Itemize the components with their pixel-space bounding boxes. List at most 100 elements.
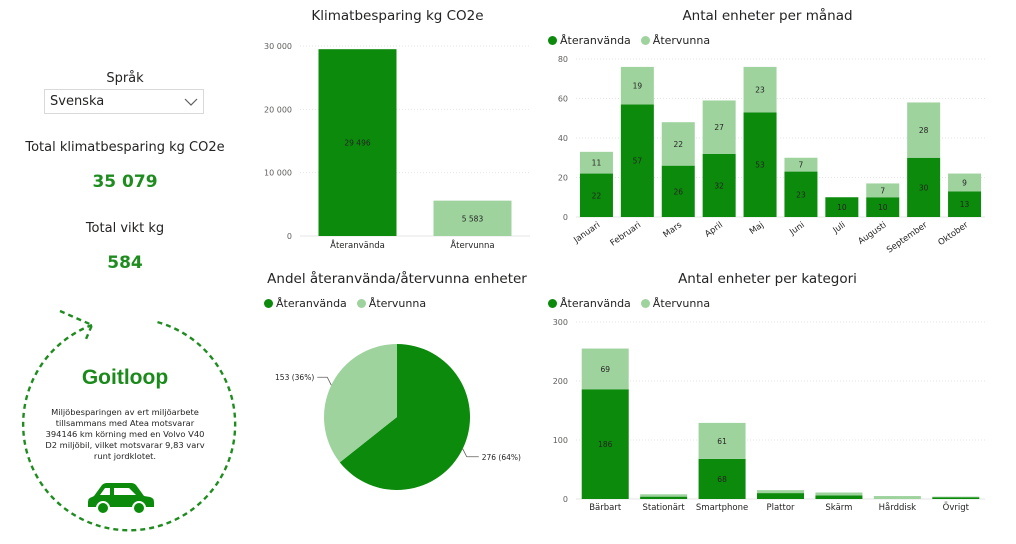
data-label: 7 bbox=[880, 186, 885, 195]
chart-manad: 0 20 40 60 80 22 11 Januari 57 19 Februari 26 22 Mars… bbox=[558, 55, 985, 255]
bar-juni-ateranvanda[interactable] bbox=[784, 171, 818, 217]
bar-stationart-atervunna[interactable] bbox=[640, 494, 688, 497]
bar-januari-ateranvanda[interactable] bbox=[579, 173, 613, 217]
chart-klimat: 0 10 000 20 000 30 000 29 496 Återanvända 5 58… bbox=[264, 42, 530, 251]
x-category-label: Återanvända bbox=[330, 239, 385, 251]
pie-leader-line bbox=[462, 448, 479, 458]
legend-dot-recycled bbox=[640, 36, 650, 45]
bar-oktober-atervunna[interactable] bbox=[948, 173, 982, 192]
data-label: 29 496 bbox=[344, 139, 370, 148]
bar-mars-atervunna[interactable] bbox=[661, 122, 695, 166]
bar-mars-ateranvanda[interactable] bbox=[661, 165, 695, 217]
bar-ateranvanda[interactable] bbox=[318, 49, 397, 236]
legend-label-reused: Återanvända bbox=[560, 34, 631, 47]
pie-data-label: 276 (64%) bbox=[482, 453, 521, 462]
data-label: 57 bbox=[633, 157, 643, 166]
y-tick-label: 40 bbox=[558, 134, 568, 143]
legend-andel: Återanvända Återvunna bbox=[264, 297, 432, 310]
legend-item-recycled[interactable]: Återvunna bbox=[640, 34, 711, 47]
y-tick-label: 200 bbox=[553, 377, 568, 386]
legend-dot-recycled bbox=[356, 299, 366, 308]
bar-maj-ateranvanda[interactable] bbox=[743, 112, 777, 217]
bar-skarm-atervunna[interactable] bbox=[815, 492, 863, 496]
bar-augusti-atervunna[interactable] bbox=[866, 183, 900, 198]
y-tick-label: 0 bbox=[287, 232, 292, 241]
y-tick-label: 100 bbox=[553, 436, 568, 445]
legend-item-reused[interactable]: Återanvända bbox=[548, 34, 631, 47]
y-tick-label: 20 000 bbox=[264, 105, 292, 114]
x-category-label: Maj bbox=[748, 220, 766, 237]
legend-item-recycled[interactable]: Återvunna bbox=[640, 297, 711, 310]
bar-barbart-ateranvanda[interactable] bbox=[581, 389, 629, 499]
chart-title-klimat: Klimatbesparing kg CO2e bbox=[311, 8, 484, 24]
bar-oktober-ateranvanda[interactable] bbox=[948, 191, 982, 217]
legend-label-recycled: Återvunna bbox=[368, 297, 427, 310]
legend-kategori: Återanvända Återvunna bbox=[548, 297, 716, 310]
loop-circle-graphic bbox=[21, 309, 237, 532]
legend-item-reused[interactable]: Återanvända bbox=[264, 297, 347, 310]
x-category-label: Januari bbox=[571, 220, 602, 246]
chart-title-manad: Antal enheter per månad bbox=[682, 8, 853, 24]
bar-juni-atervunna[interactable] bbox=[784, 157, 818, 172]
data-label: 32 bbox=[714, 181, 724, 190]
bar-harddisk-atervunna[interactable] bbox=[873, 496, 921, 499]
y-tick-label: 30 000 bbox=[264, 42, 292, 51]
bar-september-atervunna[interactable] bbox=[907, 102, 941, 158]
pie-slice-atervunna[interactable] bbox=[324, 344, 397, 463]
data-label: 10 bbox=[837, 203, 847, 212]
y-tick-label: 0 bbox=[563, 495, 568, 504]
y-tick-label: 60 bbox=[558, 95, 568, 104]
pie-leader-line bbox=[317, 376, 332, 386]
language-select[interactable]: Svenska bbox=[44, 89, 204, 114]
loop-title: Goitloop bbox=[81, 366, 169, 389]
bar-juli-ateranvanda[interactable] bbox=[825, 197, 859, 217]
bar-ovrigt-atervunna[interactable] bbox=[932, 496, 980, 498]
legend-dot-reused bbox=[264, 299, 273, 308]
bar-februari-ateranvanda[interactable] bbox=[620, 104, 654, 217]
bar-smartphone-ateranvanda[interactable] bbox=[698, 458, 746, 499]
data-label: 10 bbox=[878, 203, 888, 212]
legend-label-recycled: Återvunna bbox=[652, 297, 711, 310]
pie-data-label: 153 (36%) bbox=[275, 373, 314, 382]
bar-ovrigt-ateranvanda[interactable] bbox=[932, 497, 980, 499]
bar-atervunna[interactable] bbox=[433, 200, 512, 236]
chevron-down-icon bbox=[184, 98, 198, 106]
bar-maj-atervunna[interactable] bbox=[743, 66, 777, 113]
bar-plattor-ateranvanda[interactable] bbox=[757, 493, 804, 499]
bar-januari-atervunna[interactable] bbox=[579, 151, 613, 174]
bar-smartphone-atervunna[interactable] bbox=[698, 422, 746, 459]
chart-title-andel: Andel återanvända/återvunna enheter bbox=[267, 271, 527, 287]
x-category-label: Skärm bbox=[825, 503, 852, 513]
bar-september-ateranvanda[interactable] bbox=[907, 157, 941, 217]
bar-april-ateranvanda[interactable] bbox=[702, 153, 736, 217]
x-category-label: Plattor bbox=[766, 503, 795, 513]
total-weight-value: 584 bbox=[107, 253, 143, 273]
x-category-label: Juli bbox=[831, 220, 848, 236]
bar-plattor-atervunna[interactable] bbox=[757, 490, 804, 494]
data-label: 68 bbox=[717, 475, 727, 484]
bar-barbart-atervunna[interactable] bbox=[581, 348, 629, 390]
chart-andel: 276 (64%) 153 (36%) bbox=[275, 344, 521, 490]
bar-augusti-ateranvanda[interactable] bbox=[866, 197, 900, 217]
legend-manad: Återanvända Återvunna bbox=[548, 34, 716, 47]
x-category-label: Bärbart bbox=[589, 503, 622, 513]
bar-skarm-ateranvanda[interactable] bbox=[815, 495, 863, 499]
x-category-label: Juni bbox=[787, 220, 806, 238]
data-label: 22 bbox=[592, 191, 602, 200]
x-category-label: September bbox=[885, 220, 930, 255]
pie-slice-ateranvanda[interactable] bbox=[339, 344, 470, 490]
data-label: 9 bbox=[962, 178, 967, 187]
bar-februari-atervunna[interactable] bbox=[620, 66, 654, 105]
loop-arrow-icon bbox=[59, 309, 94, 340]
x-category-label: Augusti bbox=[856, 220, 888, 247]
legend-item-reused[interactable]: Återanvända bbox=[548, 297, 631, 310]
data-label: 23 bbox=[796, 190, 806, 199]
y-tick-label: 0 bbox=[563, 213, 568, 222]
legend-item-recycled[interactable]: Återvunna bbox=[356, 297, 427, 310]
bar-stationart-ateranvanda[interactable] bbox=[640, 496, 688, 499]
data-label: 27 bbox=[714, 123, 724, 132]
bar-april-atervunna[interactable] bbox=[702, 100, 736, 154]
legend-label-recycled: Återvunna bbox=[652, 34, 711, 47]
y-tick-label: 300 bbox=[553, 318, 568, 327]
data-label: 5 583 bbox=[462, 214, 484, 223]
